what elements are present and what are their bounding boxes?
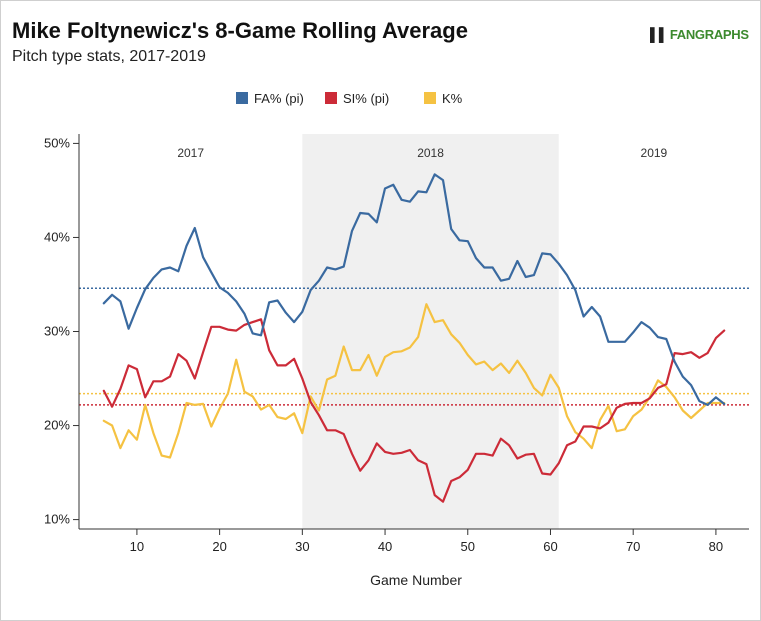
series-line-k (102, 303, 726, 459)
x-tick-label: 30 (295, 539, 309, 554)
x-tick-label: 70 (626, 539, 640, 554)
season-label-2019: 2019 (641, 146, 668, 160)
y-tick-label: 20% (44, 418, 70, 433)
legend-item-fa-pi: FA% (pi) (236, 91, 304, 106)
season-band-2018 (302, 134, 559, 529)
season-bands: 2017 2018 2019 (177, 134, 668, 529)
legend-label-si-pi: SI% (pi) (343, 91, 389, 106)
series-line-si-pi (102, 318, 726, 503)
legend-label-fa-pi: FA% (pi) (254, 91, 304, 106)
legend-item-si-pi: SI% (pi) (325, 91, 389, 106)
legend-swatch-k (424, 92, 436, 104)
series-line-fa-pi (102, 173, 726, 406)
legend: FA% (pi) SI% (pi) K% (236, 91, 463, 106)
chart-title: Mike Foltynewicz's 8-Game Rolling Averag… (12, 18, 468, 43)
y-tick-label: 30% (44, 324, 70, 339)
x-tick-label: 10 (130, 539, 144, 554)
fangraphs-logo-text: FANGRAPHS (669, 27, 749, 42)
x-tick-label: 40 (378, 539, 392, 554)
y-tick-label: 40% (44, 229, 70, 244)
y-tick-label: 50% (44, 135, 70, 150)
series-lines (102, 173, 726, 503)
fangraphs-logo: ▌▌ FANGRAPHS (650, 27, 749, 42)
chart-subtitle: Pitch type stats, 2017-2019 (12, 48, 206, 65)
y-tick-label: 10% (44, 512, 70, 527)
x-tick-label: 20 (212, 539, 226, 554)
x-tick-label: 50 (461, 539, 475, 554)
x-axis-label: Game Number (370, 572, 462, 588)
axes: 10% 20% 30% 40% 50% 10 20 30 40 50 60 70 80 (44, 134, 749, 554)
season-label-2018: 2018 (417, 146, 444, 160)
legend-label-k: K% (442, 91, 463, 106)
legend-item-k: K% (424, 91, 463, 106)
legend-swatch-fa-pi (236, 92, 248, 104)
legend-swatch-si-pi (325, 92, 337, 104)
fangraphs-logo-mark: ▌▌ (650, 27, 668, 42)
season-label-2017: 2017 (177, 146, 204, 160)
x-tick-label: 80 (709, 539, 723, 554)
x-tick-label: 60 (543, 539, 557, 554)
